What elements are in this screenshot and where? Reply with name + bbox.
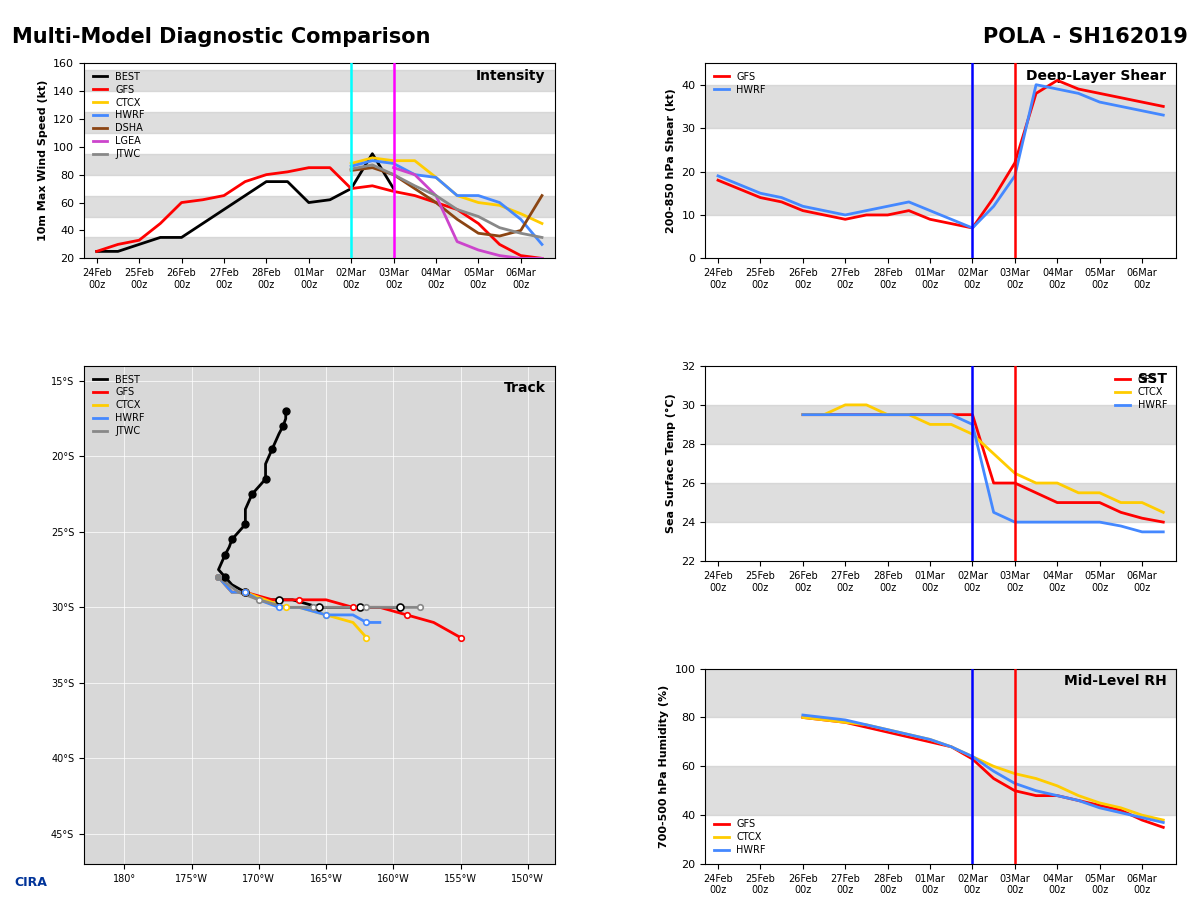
Text: Mid-Level RH: Mid-Level RH [1064, 674, 1166, 688]
Bar [84, 70, 554, 91]
Bar [706, 669, 1176, 717]
Y-axis label: 10m Max Wind Speed (kt): 10m Max Wind Speed (kt) [37, 80, 48, 241]
Bar [706, 483, 1176, 522]
Bar [706, 85, 1176, 128]
Y-axis label: Sea Surface Temp (°C): Sea Surface Temp (°C) [666, 393, 676, 534]
Bar [84, 238, 554, 258]
Text: SST: SST [1138, 372, 1166, 386]
Bar [84, 195, 554, 217]
Text: Intensity: Intensity [475, 69, 545, 83]
Bar [706, 405, 1176, 444]
Text: POLA - SH162019: POLA - SH162019 [983, 27, 1188, 47]
Bar [84, 154, 554, 175]
Y-axis label: 700-500 hPa Humidity (%): 700-500 hPa Humidity (%) [659, 685, 670, 848]
Legend: GFS, CTCX, HWRF: GFS, CTCX, HWRF [1111, 371, 1171, 414]
Text: CIRA: CIRA [14, 877, 47, 889]
Legend: GFS, HWRF: GFS, HWRF [710, 68, 770, 99]
Legend: BEST, GFS, CTCX, HWRF, DSHA, LGEA, JTWC: BEST, GFS, CTCX, HWRF, DSHA, LGEA, JTWC [89, 68, 149, 163]
Text: Multi-Model Diagnostic Comparison: Multi-Model Diagnostic Comparison [12, 27, 431, 47]
Bar [706, 172, 1176, 215]
Text: Deep-Layer Shear: Deep-Layer Shear [1026, 69, 1166, 83]
Text: Track: Track [504, 381, 545, 395]
Legend: GFS, CTCX, HWRF: GFS, CTCX, HWRF [710, 815, 770, 859]
Y-axis label: 200-850 hPa Shear (kt): 200-850 hPa Shear (kt) [666, 88, 676, 233]
Bar [84, 112, 554, 133]
Bar [706, 766, 1176, 815]
Legend: BEST, GFS, CTCX, HWRF, JTWC: BEST, GFS, CTCX, HWRF, JTWC [89, 371, 149, 440]
